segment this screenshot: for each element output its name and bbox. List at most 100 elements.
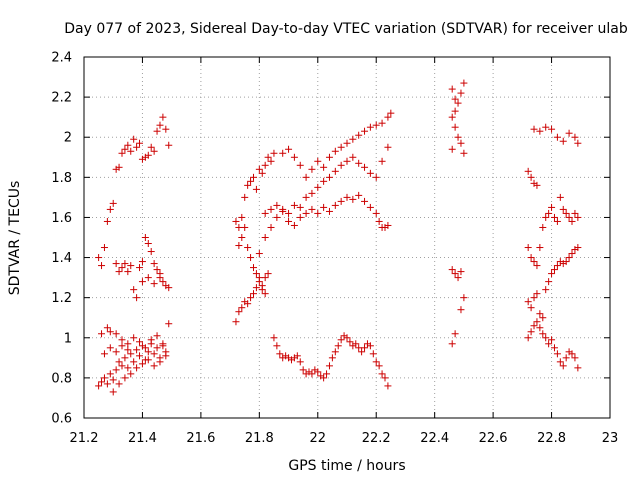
- data-point: [244, 244, 252, 252]
- data-point: [352, 340, 360, 348]
- data-point: [302, 193, 310, 201]
- data-point: [539, 314, 547, 322]
- data-point: [308, 205, 316, 213]
- data-point: [232, 318, 240, 326]
- data-point: [279, 207, 287, 215]
- y-tick-label: 2.2: [51, 91, 72, 106]
- data-point: [136, 352, 144, 360]
- y-tick-label: 1: [64, 331, 72, 346]
- data-point: [524, 244, 532, 252]
- data-point: [100, 374, 108, 382]
- data-point: [325, 362, 333, 370]
- data-point: [565, 213, 573, 221]
- data-point: [290, 153, 298, 161]
- data-point: [550, 266, 558, 274]
- data-point: [255, 165, 263, 173]
- data-point: [533, 181, 541, 189]
- data-point: [314, 209, 322, 217]
- data-point: [387, 109, 395, 117]
- data-point: [331, 201, 339, 209]
- data-point: [375, 362, 383, 370]
- data-point: [244, 181, 252, 189]
- data-point: [320, 163, 328, 171]
- y-tick-label: 0.8: [51, 371, 72, 386]
- data-point: [150, 280, 158, 288]
- plot-frame: [83, 56, 611, 419]
- data-point: [372, 173, 380, 181]
- data-point: [366, 123, 374, 131]
- data-point: [559, 362, 567, 370]
- x-tick-label: 21.4: [128, 431, 157, 446]
- data-point: [457, 268, 465, 276]
- data-point: [106, 370, 114, 378]
- data-point: [545, 278, 553, 286]
- data-point: [267, 205, 275, 213]
- data-point: [325, 173, 333, 181]
- data-point: [451, 123, 459, 131]
- data-point: [267, 223, 275, 231]
- data-point: [247, 294, 255, 302]
- data-point: [346, 338, 354, 346]
- data-point: [136, 264, 144, 272]
- data-point: [568, 350, 576, 358]
- data-point: [556, 193, 564, 201]
- data-point: [542, 334, 550, 342]
- data-point: [130, 286, 138, 294]
- data-point: [109, 376, 117, 384]
- x-axis-label: GPS time / hours: [288, 458, 405, 474]
- data-point: [238, 213, 246, 221]
- data-point: [550, 213, 558, 221]
- data-point: [559, 205, 567, 213]
- data-point: [361, 127, 369, 135]
- data-point: [115, 268, 123, 276]
- chart-title: Day 077 of 2023, Sidereal Day-to-day VTE…: [64, 21, 628, 37]
- data-point: [258, 286, 266, 294]
- data-point: [302, 173, 310, 181]
- data-point: [559, 137, 567, 145]
- data-point: [548, 203, 556, 211]
- data-point: [118, 264, 126, 272]
- data-point: [349, 135, 357, 143]
- data-point: [159, 113, 167, 121]
- data-point: [133, 143, 141, 151]
- data-point: [276, 350, 284, 358]
- data-point: [270, 334, 278, 342]
- data-point: [296, 358, 304, 366]
- data-point: [109, 388, 117, 396]
- data-point: [106, 344, 114, 352]
- data-point: [153, 127, 161, 135]
- data-point: [267, 157, 275, 165]
- data-point: [375, 217, 383, 225]
- data-point: [103, 324, 111, 332]
- data-point: [136, 338, 144, 346]
- data-point: [144, 151, 152, 159]
- x-tick-label: 22.2: [362, 431, 391, 446]
- grid-lines: [84, 57, 610, 418]
- data-point: [133, 294, 141, 302]
- data-point: [150, 350, 158, 358]
- data-point: [545, 340, 553, 348]
- data-point: [448, 145, 456, 153]
- data-point: [562, 354, 570, 362]
- data-point: [320, 203, 328, 211]
- data-point: [343, 334, 351, 342]
- data-point: [238, 304, 246, 312]
- data-point: [98, 262, 106, 270]
- data-point: [299, 366, 307, 374]
- y-tick-label: 1.2: [51, 291, 72, 306]
- data-point: [355, 191, 363, 199]
- y-axis-ticks: 0.6 0.8 1 1.2 1.4 1.6 1.8 2 2.2 2.4: [51, 51, 610, 427]
- data-point: [571, 354, 579, 362]
- data-point: [460, 294, 468, 302]
- data-point: [366, 169, 374, 177]
- data-point: [372, 358, 380, 366]
- data-point: [124, 340, 132, 348]
- data-point: [574, 244, 582, 252]
- data-point: [153, 344, 161, 352]
- x-tick-label: 22: [310, 431, 327, 446]
- data-point: [524, 298, 532, 306]
- data-point: [454, 99, 462, 107]
- data-point: [448, 266, 456, 274]
- data-point: [112, 366, 120, 374]
- data-point: [98, 378, 106, 386]
